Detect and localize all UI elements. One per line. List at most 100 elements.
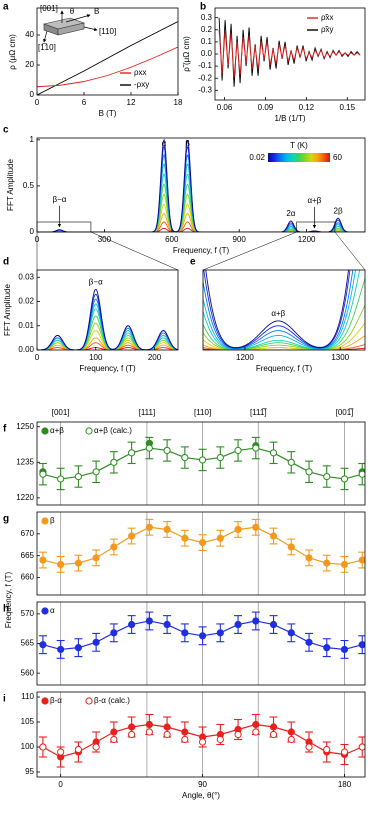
legend-label: -ρxy (134, 80, 149, 89)
spectrum-curve (203, 270, 354, 349)
data-point (216, 735, 224, 744)
y-tick-label: 0 (30, 227, 35, 236)
data-point (110, 735, 118, 744)
plot-frame (36, 7, 179, 96)
legend-label: α (50, 606, 55, 615)
zoom-connector (90, 231, 179, 271)
x-tick-label: 0 (35, 98, 40, 107)
data-point (128, 532, 136, 540)
data-point (110, 629, 118, 637)
x-tick-label: 0.09 (258, 103, 274, 112)
legend-label: β-α (calc.) (94, 696, 130, 705)
data-point (269, 532, 278, 540)
data-point (39, 470, 47, 478)
y-tick-label: 110 (21, 692, 34, 701)
panel-label: d (3, 257, 9, 268)
y-tick-label: 0.01 (18, 321, 34, 330)
y-tick-label: 560 (21, 668, 35, 677)
y-tick-label: 0.03 (18, 272, 34, 281)
data-point (145, 728, 153, 736)
zoom-connector (334, 231, 366, 271)
data-point (110, 728, 118, 736)
data-point (234, 525, 242, 534)
data-point (145, 444, 153, 452)
y-tick-label: 0.1 (201, 37, 213, 46)
y-tick-label: 0 (30, 90, 35, 99)
y-tick-label: 665 (21, 551, 35, 560)
x-axis-label: Frequency, f (T) (173, 246, 230, 255)
spectrum-curve (203, 270, 351, 349)
spectrum-curve (37, 221, 365, 232)
y-tick-label: 1 (30, 135, 35, 144)
x-tick-label: 0 (35, 353, 40, 362)
data-point (269, 730, 278, 739)
data-point (57, 560, 65, 569)
data-point (340, 645, 349, 654)
spectrum-curve (37, 203, 365, 232)
data-point (234, 730, 242, 739)
data-point (181, 728, 189, 736)
data-point (358, 556, 365, 564)
x-tick-label: 18 (174, 98, 183, 107)
y-tick-label: 100 (21, 742, 35, 751)
data-point (323, 745, 331, 754)
data-point (92, 638, 100, 646)
data-point (181, 453, 189, 462)
y-tick-label: 1220 (16, 493, 34, 502)
legend-label: ρ̃xy (321, 25, 334, 34)
y-tick-label: -0.2 (198, 73, 212, 82)
plot-frame (214, 7, 366, 101)
data-point (74, 644, 82, 652)
y-tick-label: 0.3 (201, 13, 213, 22)
peak-label: 2α (286, 209, 295, 218)
data-point (163, 446, 171, 455)
spectrum-curve (37, 183, 365, 232)
spectrum-curve (37, 153, 365, 232)
data-point (269, 449, 278, 457)
axis-arrow (83, 26, 98, 32)
data-point (216, 453, 224, 462)
legend-label: α+β (50, 426, 64, 435)
data-point (39, 743, 47, 751)
x-axis-label: 1/B (1/T) (274, 114, 305, 123)
data-point (145, 617, 153, 625)
data-point (198, 456, 207, 464)
data-point (287, 458, 295, 466)
data-point (287, 728, 295, 736)
plot-frame (36, 601, 366, 686)
data-point (234, 620, 242, 629)
data-point (323, 644, 331, 652)
y-axis-label: ρ (μΩ cm) (8, 34, 17, 70)
data-point (269, 620, 278, 629)
y-tick-label: 660 (21, 573, 35, 582)
x-tick-label: 100 (89, 353, 103, 362)
legend-label: β-α (50, 696, 62, 705)
data-point (252, 617, 260, 625)
legend-label: ρ̃xx (321, 13, 334, 22)
y-tick-label: 565 (21, 639, 35, 648)
y-tick-label: 40 (25, 30, 34, 39)
data-point (287, 543, 295, 551)
data-line (37, 46, 178, 88)
peak-label: 2β (334, 206, 343, 215)
plot-area (38, 512, 365, 595)
data-point (216, 534, 224, 542)
plot-frame (202, 269, 366, 351)
x-tick-label: 0 (58, 780, 63, 789)
data-point (216, 629, 224, 637)
data-point (252, 444, 260, 452)
x-tick-label: 12 (127, 98, 136, 107)
plot-frame (36, 421, 366, 506)
colorbar (268, 153, 330, 162)
plot-frame (36, 691, 366, 778)
data-point (57, 475, 65, 483)
data-point (163, 620, 171, 629)
peak-label: β−α (53, 195, 67, 204)
data-point (110, 543, 118, 551)
legend-marker (41, 427, 49, 435)
panel-label: g (3, 514, 9, 525)
data-point (358, 470, 365, 478)
x-axis-label: B (T) (99, 109, 117, 118)
axis-arrow (43, 30, 48, 43)
